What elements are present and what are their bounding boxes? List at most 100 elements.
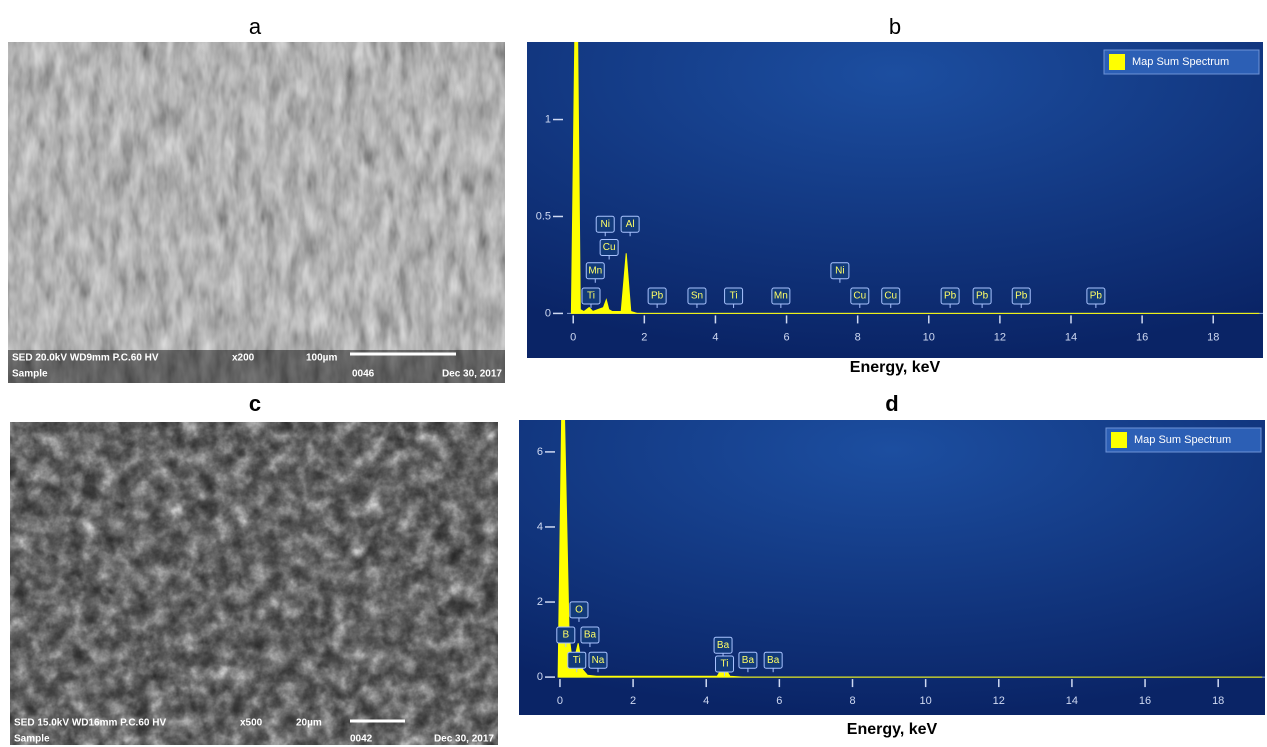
- legend-label: Map Sum Spectrum: [1134, 434, 1231, 446]
- peak-label: Cu: [850, 287, 870, 308]
- sem-info: SED 15.0kV WD16mm P.C.60 HV: [14, 718, 166, 729]
- peak-label: Ba: [763, 651, 783, 673]
- peak-label-text: Al: [626, 219, 635, 230]
- x-tick-label: 4: [703, 695, 709, 707]
- peak-label-text: Ti: [730, 291, 738, 302]
- x-tick-label: 6: [776, 695, 782, 707]
- sem-texture: [8, 42, 505, 383]
- peak-label-text: Sn: [691, 291, 703, 302]
- x-tick-label: 16: [1139, 695, 1151, 707]
- legend-box: [1103, 49, 1260, 75]
- peak-label: Na: [588, 651, 608, 673]
- peak-label-text: Ba: [742, 655, 755, 666]
- peak-label-text: Pb: [1090, 291, 1103, 302]
- y-tick-label: 6: [537, 446, 543, 458]
- peak-label-text: Ni: [835, 265, 844, 276]
- sem-info: 0042: [350, 734, 373, 745]
- x-tick-label: 0: [557, 695, 563, 707]
- panel-label: c: [249, 391, 261, 416]
- peak-label: Al: [620, 215, 640, 237]
- x-axis-label: Energy, keV: [850, 359, 941, 376]
- peak-label-text: Pb: [1015, 291, 1028, 302]
- peak-label: Ti: [581, 287, 601, 308]
- sem-info: Dec 30, 2017: [434, 734, 494, 745]
- legend-swatch: [1111, 432, 1127, 448]
- sem-info: x500: [240, 718, 263, 729]
- peak-label: Pb: [940, 287, 960, 308]
- peak-label-text: Mn: [774, 291, 788, 302]
- peak-label: Pb: [1011, 287, 1031, 308]
- y-tick-label: 1: [545, 113, 551, 125]
- peak-label: Ti: [567, 651, 587, 673]
- plot: 0 2 4 6 8 10 12 14 16 18 0 0.5 1 Ti Mn Cu Ni Al Pb Sn Ti Mn Ni…: [527, 42, 1263, 358]
- y-tick-label: 0: [537, 671, 543, 683]
- peak-label-text: Ba: [767, 655, 780, 666]
- x-tick-label: 12: [993, 695, 1005, 707]
- x-tick-label: 6: [783, 331, 789, 343]
- panel-label: b: [889, 14, 901, 39]
- peak-label: Cu: [599, 238, 619, 260]
- peak-label-text: Ni: [600, 219, 609, 230]
- peak-label: Ba: [580, 626, 600, 648]
- peak-label: Pb: [972, 287, 992, 308]
- x-tick-label: 14: [1065, 331, 1077, 343]
- peak-label: Cu: [881, 287, 901, 308]
- peak-label-text: Ba: [584, 630, 597, 641]
- sem-info: x200: [232, 353, 255, 364]
- panel-label: a: [249, 14, 262, 39]
- x-tick-label: 14: [1066, 695, 1078, 707]
- peak-label-text: Pb: [944, 291, 957, 302]
- peak-label: B: [556, 626, 576, 648]
- peak-label: Ni: [595, 215, 615, 237]
- peak-label-text: Ti: [721, 659, 729, 670]
- peak-label: Mn: [585, 262, 605, 283]
- peak-label-text: Na: [592, 655, 605, 666]
- peak-label-text: Cu: [884, 291, 897, 302]
- peak-label-text: Cu: [603, 242, 616, 253]
- y-tick-label: 4: [537, 521, 543, 533]
- peak-label: Pb: [647, 287, 667, 308]
- x-tick-label: 8: [849, 695, 855, 707]
- sem-info: Sample: [12, 369, 48, 380]
- x-axis-label: Energy, keV: [847, 721, 938, 738]
- y-tick-label: 2: [537, 596, 543, 608]
- peak-label-text: Ba: [717, 640, 730, 651]
- peak-label-text: B: [562, 630, 569, 641]
- peak-label-text: Mn: [588, 265, 602, 276]
- x-tick-label: 18: [1207, 331, 1219, 343]
- peak-label-text: Pb: [976, 291, 989, 302]
- plot: 0 2 4 6 8 10 12 14 16 18 0 2 4 6 B O Ti Ba Na Ba Ti Ba Ba Map S…: [519, 420, 1265, 715]
- sem-texture: [10, 422, 498, 745]
- peak-label: Ti: [715, 655, 735, 676]
- peak-label: Ti: [724, 287, 744, 308]
- x-tick-label: 2: [630, 695, 636, 707]
- peak-label: Sn: [687, 287, 707, 308]
- panel-label: d: [885, 391, 898, 416]
- peak-label: Ni: [830, 262, 850, 283]
- peak-label-text: Pb: [651, 291, 664, 302]
- plot-background: [519, 420, 1265, 715]
- x-tick-label: 8: [855, 331, 861, 343]
- y-tick-label: 0.5: [536, 210, 551, 222]
- spectrum-area: [570, 42, 1260, 314]
- peak-label-text: Cu: [853, 291, 866, 302]
- peak-label: O: [569, 601, 589, 622]
- peak-label-text: Ti: [587, 291, 595, 302]
- x-tick-label: 4: [712, 331, 718, 343]
- sem-info: 100µm: [306, 353, 337, 364]
- legend-swatch: [1109, 54, 1125, 70]
- peak-label-text: O: [575, 605, 583, 616]
- x-tick-label: 0: [570, 331, 576, 343]
- x-tick-label: 12: [994, 331, 1006, 343]
- peak-label: Pb: [1086, 287, 1106, 308]
- x-tick-label: 18: [1212, 695, 1224, 707]
- sem-info: 0046: [352, 369, 375, 380]
- y-tick-label: 0: [545, 307, 551, 319]
- x-tick-label: 16: [1136, 331, 1148, 343]
- legend-label: Map Sum Spectrum: [1132, 56, 1229, 68]
- peak-label-text: Ti: [573, 655, 581, 666]
- sem-info: Dec 30, 2017: [442, 369, 502, 380]
- peak-label: Ba: [738, 651, 758, 673]
